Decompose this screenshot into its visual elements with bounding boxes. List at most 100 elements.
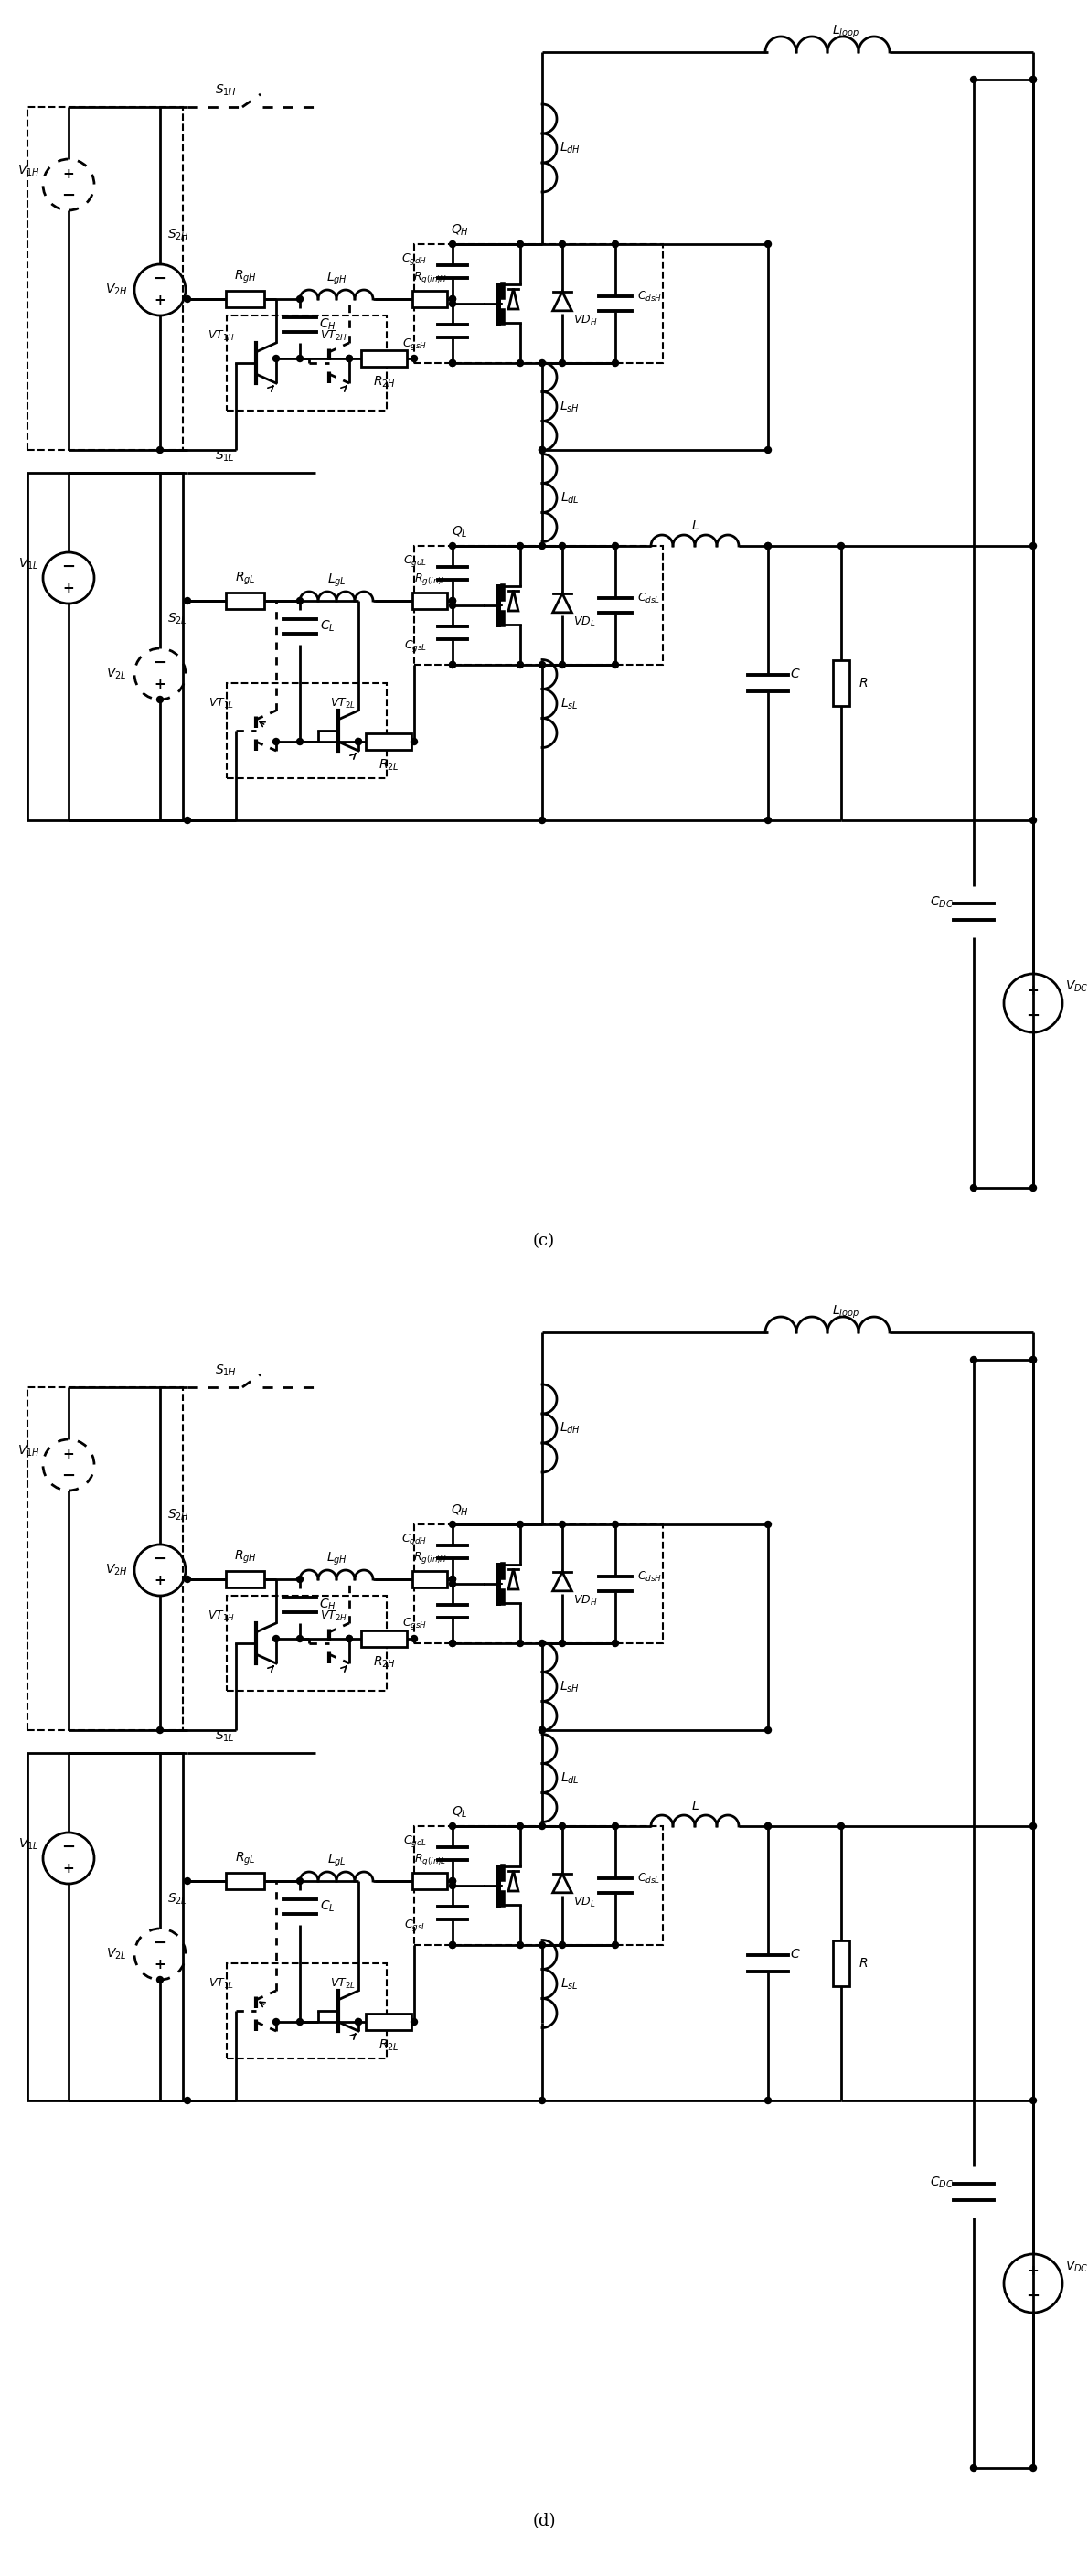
Circle shape bbox=[1030, 2097, 1037, 2105]
Circle shape bbox=[970, 77, 977, 82]
Circle shape bbox=[297, 598, 304, 603]
Circle shape bbox=[449, 1577, 456, 1582]
Text: $C_H$: $C_H$ bbox=[319, 317, 336, 332]
Text: $S_{2H}$: $S_{2H}$ bbox=[168, 1507, 189, 1522]
Circle shape bbox=[765, 544, 771, 549]
Text: $S_{1L}$: $S_{1L}$ bbox=[214, 448, 235, 464]
Circle shape bbox=[355, 739, 361, 744]
Circle shape bbox=[157, 446, 163, 453]
Circle shape bbox=[1030, 1358, 1037, 1363]
Circle shape bbox=[1030, 1824, 1037, 1829]
Text: $V_{1H}$: $V_{1H}$ bbox=[17, 1443, 39, 1458]
Circle shape bbox=[1030, 1185, 1037, 1190]
Circle shape bbox=[411, 2020, 418, 2025]
Bar bbox=[833, 1940, 850, 1986]
Text: $R_{g(in)L}$: $R_{g(in)L}$ bbox=[413, 572, 446, 587]
Circle shape bbox=[355, 2020, 361, 2025]
Circle shape bbox=[970, 2465, 977, 2470]
Circle shape bbox=[539, 544, 545, 549]
Circle shape bbox=[449, 361, 456, 366]
Text: $L_{loop}$: $L_{loop}$ bbox=[832, 1303, 860, 1321]
Circle shape bbox=[765, 242, 771, 247]
Text: $C_L$: $C_L$ bbox=[320, 1899, 335, 1914]
Text: (d): (d) bbox=[532, 2514, 556, 2530]
Text: $S_{2L}$: $S_{2L}$ bbox=[168, 611, 187, 626]
Text: $V_{1H}$: $V_{1H}$ bbox=[17, 162, 39, 178]
Text: $R_{2L}$: $R_{2L}$ bbox=[379, 2038, 399, 2053]
Text: −: − bbox=[153, 1551, 166, 1569]
Text: $VT_{1L}$: $VT_{1L}$ bbox=[209, 696, 234, 711]
Circle shape bbox=[449, 1522, 456, 1528]
Circle shape bbox=[449, 1878, 456, 1883]
Circle shape bbox=[1030, 817, 1037, 824]
Text: $S_{2H}$: $S_{2H}$ bbox=[168, 227, 189, 242]
Text: $L_{gL}$: $L_{gL}$ bbox=[327, 572, 346, 590]
Bar bbox=[27, 474, 183, 819]
Circle shape bbox=[539, 1726, 545, 1734]
Text: +: + bbox=[63, 167, 74, 180]
Text: $C_H$: $C_H$ bbox=[319, 1597, 336, 1613]
Circle shape bbox=[613, 1824, 618, 1829]
Circle shape bbox=[613, 544, 618, 549]
Bar bbox=[415, 1525, 663, 1643]
Text: −: − bbox=[153, 654, 166, 672]
Circle shape bbox=[838, 544, 844, 549]
Circle shape bbox=[559, 1641, 566, 1646]
Circle shape bbox=[765, 446, 771, 453]
Circle shape bbox=[517, 544, 523, 549]
Circle shape bbox=[449, 662, 456, 667]
Text: $R_{g(in)H}$: $R_{g(in)H}$ bbox=[412, 270, 446, 286]
Bar bbox=[412, 1873, 447, 1888]
Polygon shape bbox=[508, 590, 518, 611]
Text: $C_{gsL}$: $C_{gsL}$ bbox=[404, 1919, 426, 1935]
Circle shape bbox=[355, 2020, 361, 2025]
Circle shape bbox=[765, 1726, 771, 1734]
Bar bbox=[833, 659, 850, 706]
Text: $L_{dL}$: $L_{dL}$ bbox=[560, 489, 579, 505]
Circle shape bbox=[539, 1726, 545, 1734]
Text: $L$: $L$ bbox=[691, 1801, 698, 1814]
Circle shape bbox=[449, 1942, 456, 1947]
Text: $V_{2L}$: $V_{2L}$ bbox=[106, 667, 126, 683]
Circle shape bbox=[449, 598, 456, 603]
Text: $C_{DC}$: $C_{DC}$ bbox=[930, 2174, 953, 2190]
Text: $L_{sL}$: $L_{sL}$ bbox=[560, 1976, 579, 1991]
Circle shape bbox=[449, 1641, 456, 1646]
Circle shape bbox=[273, 739, 280, 744]
Bar bbox=[366, 734, 411, 750]
Text: $VT_{2H}$: $VT_{2H}$ bbox=[320, 330, 347, 343]
Text: $VD_L$: $VD_L$ bbox=[573, 1896, 595, 1909]
Text: $C_{gdH}$: $C_{gdH}$ bbox=[401, 250, 426, 265]
Circle shape bbox=[411, 355, 418, 361]
Circle shape bbox=[184, 296, 190, 301]
Text: $V_{2H}$: $V_{2H}$ bbox=[104, 1564, 127, 1577]
Circle shape bbox=[449, 1824, 456, 1829]
Circle shape bbox=[539, 446, 545, 453]
Bar bbox=[27, 108, 183, 451]
Text: $C_{gdL}$: $C_{gdL}$ bbox=[403, 1834, 426, 1850]
Bar bbox=[226, 592, 264, 608]
Bar bbox=[226, 291, 264, 307]
Text: −: − bbox=[153, 1935, 166, 1953]
Circle shape bbox=[184, 817, 190, 824]
Polygon shape bbox=[508, 289, 518, 309]
Text: $C_{gsL}$: $C_{gsL}$ bbox=[404, 639, 426, 654]
Bar bbox=[412, 291, 447, 307]
Circle shape bbox=[517, 242, 523, 247]
Text: $R$: $R$ bbox=[858, 677, 868, 690]
Circle shape bbox=[449, 544, 456, 549]
Text: $R_{gH}$: $R_{gH}$ bbox=[234, 1548, 257, 1566]
Circle shape bbox=[449, 598, 456, 603]
Text: $R_{g(in)L}$: $R_{g(in)L}$ bbox=[413, 1852, 446, 1868]
Text: +: + bbox=[154, 1574, 165, 1587]
Bar bbox=[415, 1826, 663, 1945]
Text: $L_{gH}$: $L_{gH}$ bbox=[326, 1551, 347, 1569]
Text: $V_{2H}$: $V_{2H}$ bbox=[104, 283, 127, 296]
Text: $L_{gH}$: $L_{gH}$ bbox=[326, 270, 347, 289]
Text: $C_{dsL}$: $C_{dsL}$ bbox=[638, 1870, 660, 1886]
Text: $V_{DC}$: $V_{DC}$ bbox=[1065, 979, 1088, 994]
Circle shape bbox=[613, 662, 618, 667]
Text: +: + bbox=[63, 1862, 74, 1875]
Circle shape bbox=[517, 662, 523, 667]
Circle shape bbox=[613, 1641, 618, 1646]
